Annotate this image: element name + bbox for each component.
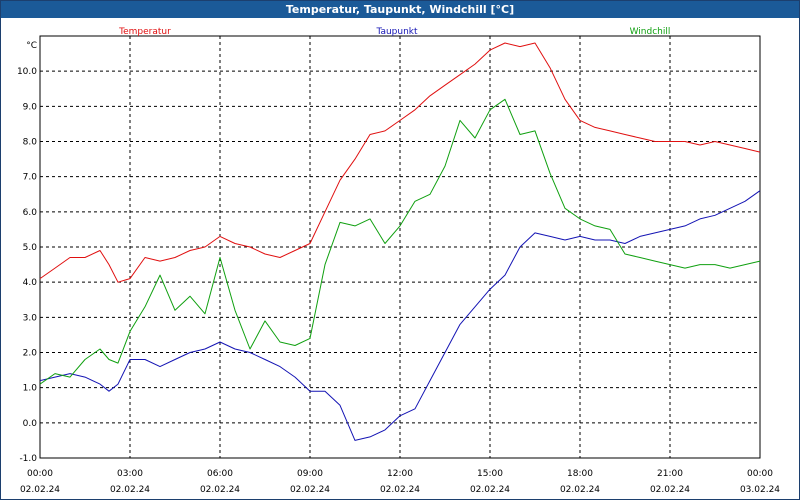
- y-tick-label: 2.0: [23, 349, 38, 359]
- axis-labels: -1.0 0.0 1.0 2.0 3.0 4.0 5.0 6.0 7.0 8.0 9.0 10.0 °C…: [17, 41, 780, 495]
- legend: Temperatur Taupunkt Windchill: [118, 27, 670, 37]
- y-tick-label: 1.0: [23, 384, 38, 394]
- x-tick-time: 00:00: [27, 469, 53, 479]
- y-tick-label: 8.0: [23, 138, 38, 148]
- y-tick-label: 4.0: [23, 278, 38, 288]
- y-tick-label: 5.0: [23, 243, 38, 253]
- x-tick-time: 21:00: [657, 469, 683, 479]
- legend-entry-temperatur: Temperatur: [118, 27, 171, 37]
- series-line-temperatur: [39, 42, 761, 283]
- x-tick-time: 03:00: [117, 469, 143, 479]
- x-tick-time: 06:00: [207, 469, 233, 479]
- x-tick-date: 02.02.24: [110, 485, 150, 495]
- x-tick-time: 09:00: [297, 469, 323, 479]
- x-tick-date: 02.02.24: [200, 485, 240, 495]
- x-tick-time: 00:00: [747, 469, 773, 479]
- x-tick-time: 12:00: [387, 469, 413, 479]
- grid: [40, 36, 760, 459]
- x-tick-date: 02.02.24: [290, 485, 330, 495]
- y-tick-label: 0.0: [23, 419, 38, 429]
- window-title: Temperatur, Taupunkt, Windchill [°C]: [1, 1, 799, 18]
- y-tick-label: 9.0: [23, 102, 38, 112]
- legend-entry-windchill: Windchill: [630, 27, 671, 37]
- series-line-windchill: [39, 98, 761, 385]
- y-tick-label: 6.0: [23, 208, 38, 218]
- y-tick-label: 7.0: [23, 173, 38, 183]
- y-tick-label: 10.0: [17, 67, 37, 77]
- y-tick-label: -1.0: [19, 454, 37, 464]
- x-tick-date: 02.02.24: [20, 485, 60, 495]
- legend-entry-taupunkt: Taupunkt: [375, 27, 418, 37]
- x-tick-date: 02.02.24: [560, 485, 600, 495]
- x-tick-date: 02.02.24: [650, 485, 690, 495]
- y-axis-label: °C: [26, 41, 37, 51]
- x-tick-date: 03.02.24: [740, 485, 780, 495]
- series-line-taupunkt: [39, 190, 761, 441]
- x-tick-time: 18:00: [567, 469, 593, 479]
- series-layer: [39, 42, 761, 441]
- plot-border: [39, 35, 761, 459]
- x-tick-date: 02.02.24: [470, 485, 510, 495]
- x-tick-time: 15:00: [477, 469, 503, 479]
- x-tick-date: 02.02.24: [380, 485, 420, 495]
- y-tick-label: 3.0: [23, 313, 38, 323]
